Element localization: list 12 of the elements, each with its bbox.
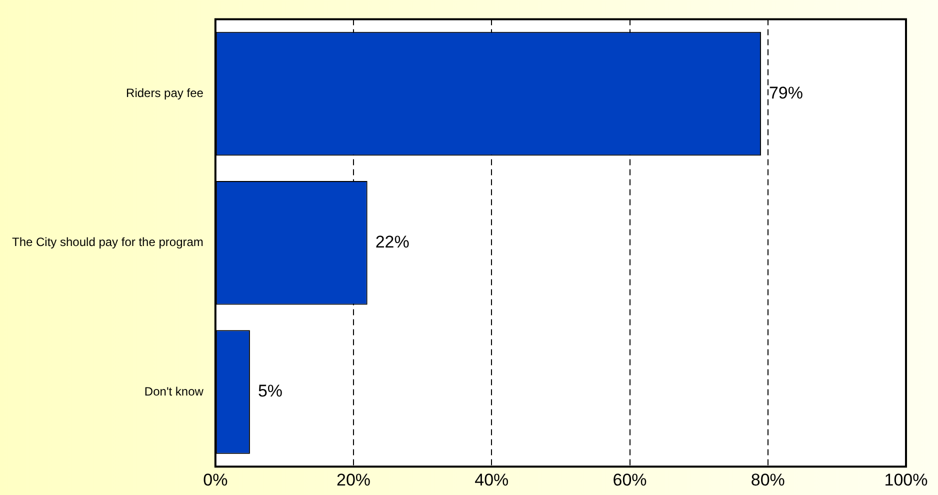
y-tick-label: The City should pay for the program — [12, 235, 204, 250]
x-tick-label: 40% — [474, 470, 509, 490]
data-label: 22% — [375, 232, 410, 252]
y-tick-label: Riders pay fee — [126, 86, 204, 100]
x-tick-label: 80% — [750, 470, 785, 490]
x-tick-label: 0% — [203, 470, 228, 490]
data-label: 79% — [768, 83, 804, 102]
x-tick-label: 20% — [336, 470, 371, 490]
x-tick-label: 60% — [612, 470, 647, 490]
data-label: 5% — [258, 382, 283, 401]
y-tick-label: Don't know — [144, 384, 204, 398]
x-tick-label: 100% — [884, 470, 928, 490]
